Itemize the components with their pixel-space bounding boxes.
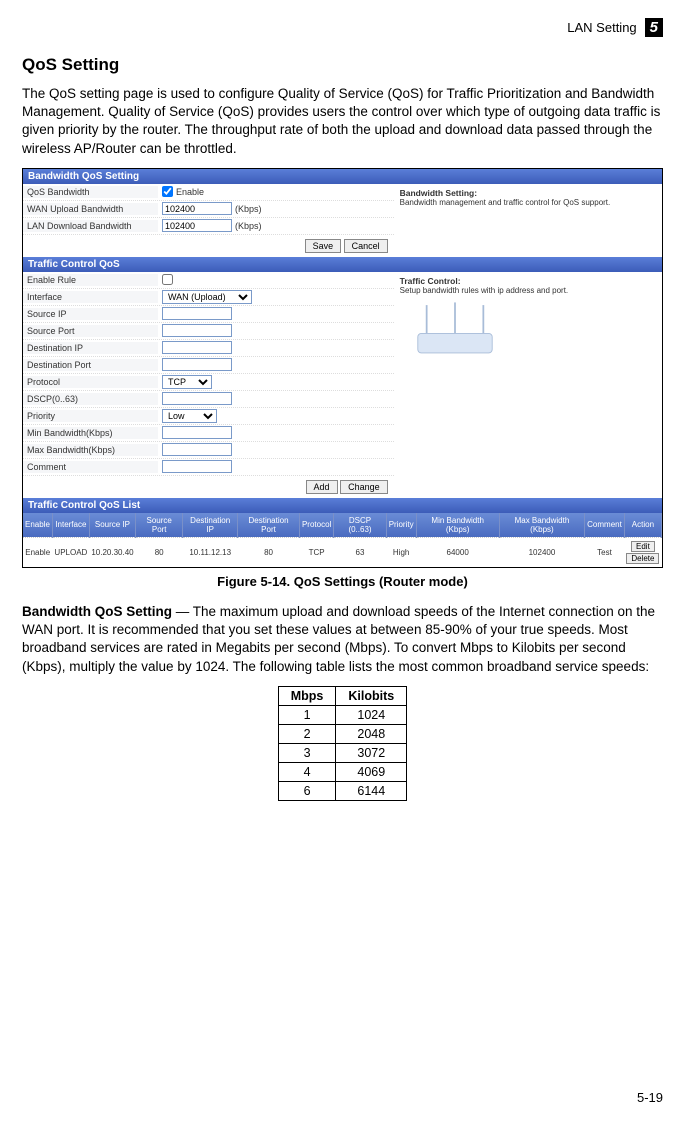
- table-row: 33072: [278, 743, 406, 762]
- col-source-port: Source Port: [136, 513, 183, 538]
- wan-upload-unit: (Kbps): [235, 204, 262, 214]
- bandwidth-help-title: Bandwidth Setting:: [400, 188, 477, 198]
- dscp-input[interactable]: [162, 392, 232, 405]
- dest-port-label: Destination Port: [23, 359, 158, 371]
- source-ip-input[interactable]: [162, 307, 232, 320]
- save-button[interactable]: Save: [305, 239, 342, 253]
- max-bw-label: Max Bandwidth(Kbps): [23, 444, 158, 456]
- protocol-label: Protocol: [23, 376, 158, 388]
- interface-select[interactable]: WAN (Upload): [162, 290, 252, 304]
- comment-label: Comment: [23, 461, 158, 473]
- wan-upload-label: WAN Upload Bandwidth: [23, 203, 158, 215]
- col-dest-port: Destination Port: [238, 513, 300, 538]
- priority-select[interactable]: Low: [162, 409, 217, 423]
- speed-table: Mbps Kilobits 11024 22048 33072 44069 66…: [278, 686, 407, 801]
- traffic-control-section-title: Traffic Control QoS: [23, 257, 662, 272]
- wan-upload-input[interactable]: [162, 202, 232, 215]
- enable-rule-label: Enable Rule: [23, 274, 158, 286]
- qos-list-table: Enable Interface Source IP Source Port D…: [23, 513, 662, 567]
- traffic-help-title: Traffic Control:: [400, 276, 461, 286]
- speed-col-mbps: Mbps: [278, 686, 336, 705]
- lan-download-input[interactable]: [162, 219, 232, 232]
- col-action: Action: [624, 513, 661, 538]
- dest-ip-input[interactable]: [162, 341, 232, 354]
- col-max-bw: Max Bandwidth (Kbps): [499, 513, 584, 538]
- change-button[interactable]: Change: [340, 480, 388, 494]
- col-comment: Comment: [585, 513, 625, 538]
- delete-button[interactable]: Delete: [626, 553, 659, 564]
- table-row: Enable UPLOAD 10.20.30.40 80 10.11.12.13…: [23, 537, 662, 567]
- col-enable: Enable: [23, 513, 52, 538]
- dest-port-input[interactable]: [162, 358, 232, 371]
- lan-download-unit: (Kbps): [235, 221, 262, 231]
- table-row: 66144: [278, 781, 406, 800]
- col-min-bw: Min Bandwidth (Kbps): [416, 513, 499, 538]
- qos-bandwidth-label: QoS Bandwidth: [23, 186, 158, 198]
- min-bw-label: Min Bandwidth(Kbps): [23, 427, 158, 439]
- speed-col-kilobits: Kilobits: [336, 686, 407, 705]
- bandwidth-help-text: Bandwidth management and traffic control…: [400, 198, 611, 207]
- intro-paragraph: The QoS setting page is used to configur…: [22, 85, 663, 158]
- add-button[interactable]: Add: [306, 480, 338, 494]
- comment-input[interactable]: [162, 460, 232, 473]
- source-ip-label: Source IP: [23, 308, 158, 320]
- bandwidth-para-lead: Bandwidth QoS Setting: [22, 604, 172, 619]
- edit-button[interactable]: Edit: [631, 541, 655, 552]
- figure-caption: Figure 5-14. QoS Settings (Router mode): [22, 574, 663, 589]
- chapter-number: 5: [645, 18, 663, 37]
- table-row: 11024: [278, 705, 406, 724]
- col-priority: Priority: [386, 513, 416, 538]
- page-number: 5-19: [637, 1090, 663, 1105]
- bandwidth-section-title: Bandwidth QoS Setting: [23, 169, 662, 184]
- traffic-help-text: Setup bandwidth rules with ip address an…: [400, 286, 569, 295]
- dest-ip-label: Destination IP: [23, 342, 158, 354]
- col-protocol: Protocol: [299, 513, 333, 538]
- table-row: 44069: [278, 762, 406, 781]
- bandwidth-paragraph: Bandwidth QoS Setting — The maximum uplo…: [22, 603, 663, 676]
- qos-enable-label: Enable: [176, 187, 204, 197]
- header-section: LAN Setting: [567, 20, 636, 35]
- traffic-list-section-title: Traffic Control QoS List: [23, 498, 662, 513]
- cancel-button[interactable]: Cancel: [344, 239, 388, 253]
- protocol-select[interactable]: TCP: [162, 375, 212, 389]
- interface-label: Interface: [23, 291, 158, 303]
- col-source-ip: Source IP: [89, 513, 135, 538]
- priority-label: Priority: [23, 410, 158, 422]
- page-title: QoS Setting: [22, 55, 663, 75]
- table-row: 22048: [278, 724, 406, 743]
- max-bw-input[interactable]: [162, 443, 232, 456]
- source-port-label: Source Port: [23, 325, 158, 337]
- col-dest-ip: Destination IP: [183, 513, 238, 538]
- qos-enable-checkbox[interactable]: [162, 186, 173, 197]
- router-icon: [400, 298, 510, 360]
- enable-rule-checkbox[interactable]: [162, 274, 173, 285]
- col-dscp: DSCP (0..63): [334, 513, 386, 538]
- qos-screenshot: Bandwidth QoS Setting QoS Bandwidth Enab…: [22, 168, 663, 568]
- col-interface: Interface: [52, 513, 89, 538]
- lan-download-label: LAN Download Bandwidth: [23, 220, 158, 232]
- min-bw-input[interactable]: [162, 426, 232, 439]
- source-port-input[interactable]: [162, 324, 232, 337]
- dscp-label: DSCP(0..63): [23, 393, 158, 405]
